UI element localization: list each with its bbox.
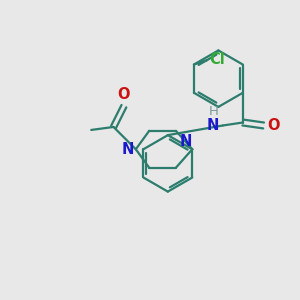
Text: N: N [207, 118, 219, 133]
Text: N: N [179, 134, 192, 149]
Text: H: H [209, 105, 219, 118]
Text: O: O [267, 118, 280, 133]
Text: N: N [122, 142, 134, 157]
Text: O: O [118, 87, 130, 102]
Text: Cl: Cl [209, 52, 225, 67]
